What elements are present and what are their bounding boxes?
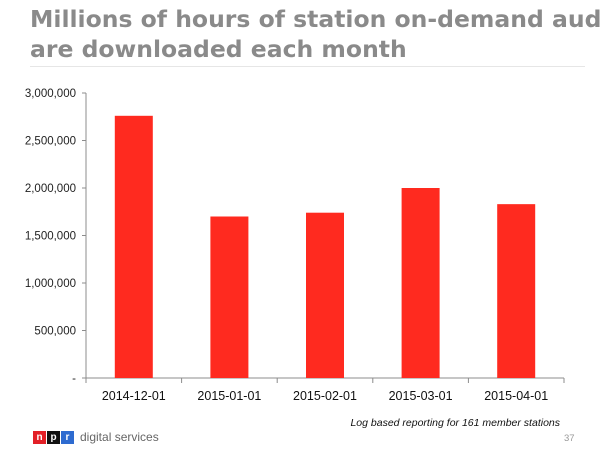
npr-logo-r: r xyxy=(61,430,74,444)
y-tick-label: 2,500,000 xyxy=(25,136,76,148)
page-number: 37 xyxy=(564,433,575,444)
npr-logo-n: n xyxy=(33,430,46,444)
chart-title: Millions of hours of station on-demand a… xyxy=(30,4,600,64)
y-tick-label: 1,500,000 xyxy=(25,231,76,243)
x-tick-label: 2015-02-01 xyxy=(293,389,357,403)
bar xyxy=(306,212,344,378)
y-tick-label: 3,000,000 xyxy=(25,88,76,100)
x-tick-label: 2015-01-01 xyxy=(197,389,261,403)
bar xyxy=(401,188,440,378)
npr-logo-p: p xyxy=(47,430,60,444)
x-tick-label: 2014-12-01 xyxy=(102,389,166,403)
y-tick-label: 500,000 xyxy=(34,326,76,338)
chart-title-line-1: Millions of hours of station on-demand a… xyxy=(30,5,600,33)
brand-text: digital services xyxy=(80,430,159,444)
title-divider xyxy=(30,66,585,67)
footnote: Log based reporting for 161 member stati… xyxy=(350,417,560,429)
npr-digital-services-logo: n p r digital services xyxy=(33,430,159,444)
bar xyxy=(497,204,536,378)
x-tick-label: 2015-04-01 xyxy=(484,389,548,403)
bar xyxy=(210,216,249,378)
x-tick-label: 2015-03-01 xyxy=(389,389,453,403)
y-tick-label: - xyxy=(72,373,76,385)
y-tick-label: 1,000,000 xyxy=(25,278,76,290)
y-tick-label: 2,000,000 xyxy=(25,183,76,195)
chart-title-line-2: are downloaded each month xyxy=(30,35,407,63)
bar xyxy=(114,115,153,379)
